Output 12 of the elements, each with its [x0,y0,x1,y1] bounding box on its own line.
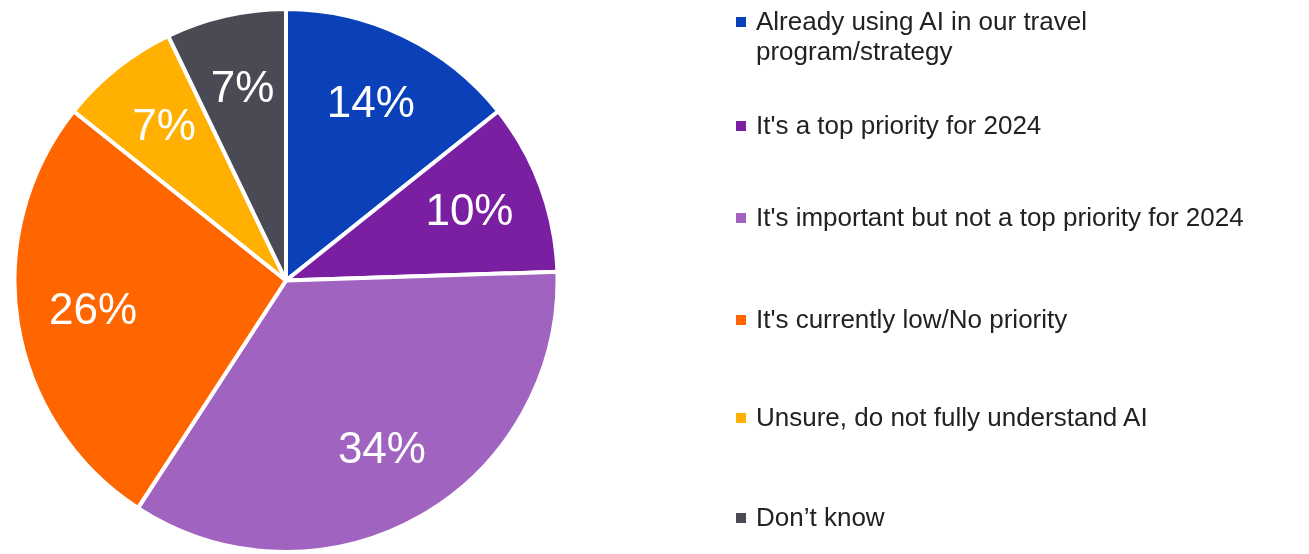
data-label: 7% [132,99,196,149]
legend-label: It's important but not a top priority for 2024 [756,202,1245,232]
legend-label: It's a top priority for 2024 [756,110,1043,140]
data-label: 7% [210,62,275,112]
legend-label: Don’t know [756,502,886,532]
legend-label: Unsure, do not fully understand AI [756,402,1149,432]
data-label: 34% [337,422,426,472]
data-label: 26% [48,283,138,333]
data-label: 14% [326,76,415,126]
legend-label: Already using AI in our travel program/strategy [756,6,1088,66]
data-label: 10% [425,185,514,235]
legend-label: It's currently low/No priority [756,304,1069,334]
